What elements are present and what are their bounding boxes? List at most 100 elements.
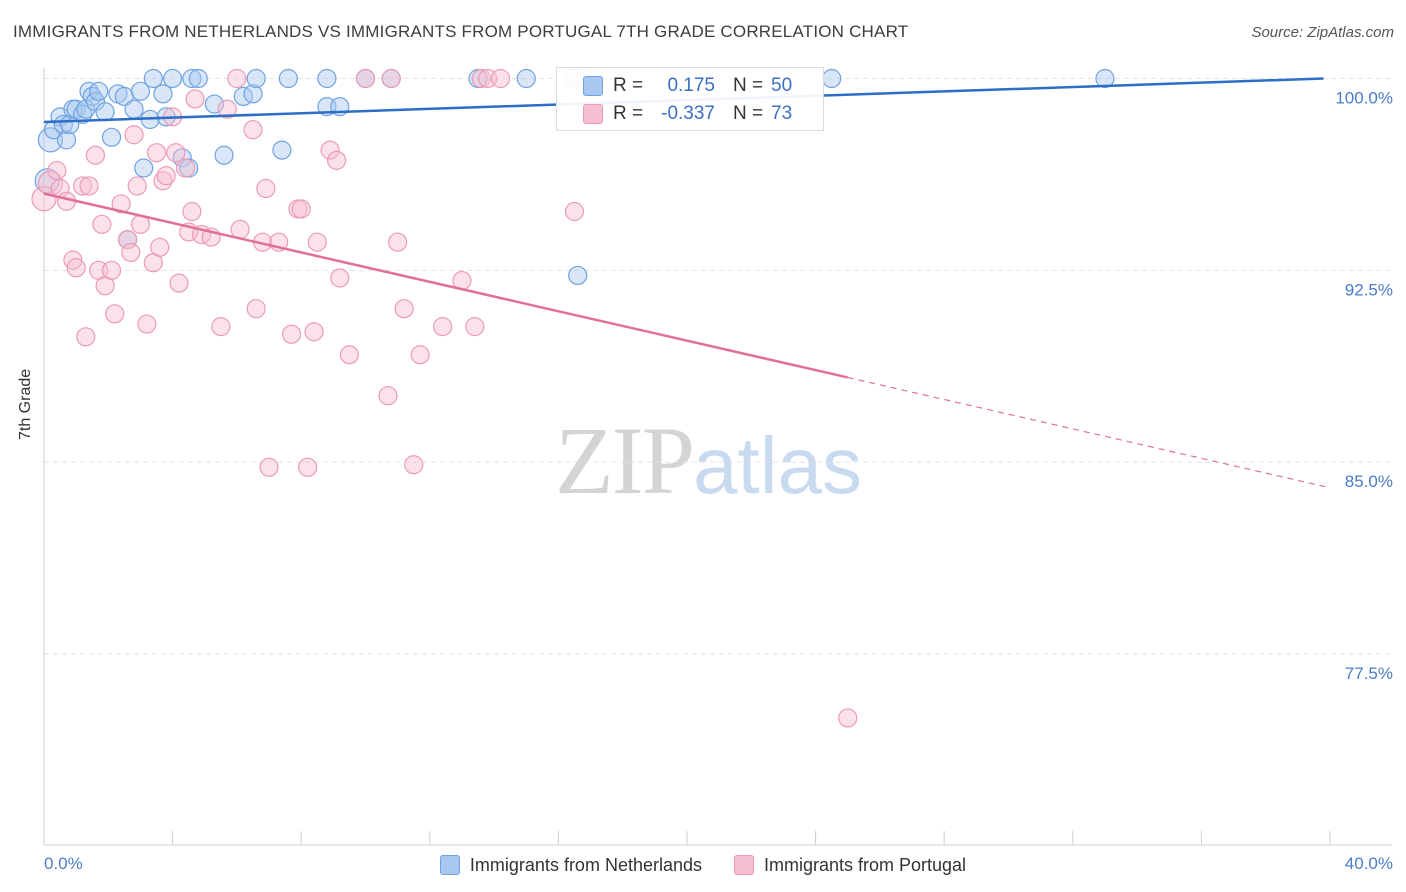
portugal-point xyxy=(838,708,858,728)
portugal-point xyxy=(291,199,311,219)
portugal-point xyxy=(182,201,202,222)
portugal-point xyxy=(31,186,57,212)
netherlands-point xyxy=(89,81,109,101)
netherlands-point xyxy=(516,68,536,89)
portugal-point xyxy=(246,299,266,319)
netherlands-point xyxy=(95,102,115,122)
portugal-trend-line-extension xyxy=(847,376,1331,489)
tick-labels: 77.5% 85.0% 92.5% 100.0% 0.0% 40.0% xyxy=(44,89,1393,874)
netherlands-point xyxy=(101,127,122,147)
legend-item-netherlands[interactable]: Immigrants from Netherlands xyxy=(439,854,702,876)
netherlands-point xyxy=(66,99,86,119)
netherlands-point xyxy=(82,86,102,107)
portugal-point xyxy=(326,150,347,170)
netherlands-point xyxy=(130,81,151,101)
portugal-point xyxy=(150,237,170,257)
portugal-point xyxy=(433,317,453,337)
data-points xyxy=(31,68,1115,728)
portugal-point xyxy=(243,120,263,140)
portugal-trend-line xyxy=(43,192,849,379)
n-label: N = xyxy=(733,103,764,124)
netherlands-point xyxy=(568,265,588,286)
portugal-point xyxy=(339,345,360,365)
netherlands-point xyxy=(85,91,106,112)
portugal-point xyxy=(76,327,96,347)
stats-swatch-portugal xyxy=(583,104,603,124)
legend-label-portugal: Immigrants from Portugal xyxy=(764,854,967,875)
netherlands-point xyxy=(243,84,263,104)
source-label: Source: ZipAtlas.com xyxy=(1251,24,1394,41)
watermark-zip: ZIP xyxy=(555,407,695,514)
r-value: -0.337 xyxy=(661,103,715,124)
chart-title: IMMIGRANTS FROM NETHERLANDS VS IMMIGRANT… xyxy=(13,22,909,41)
n-value: 73 xyxy=(771,103,793,124)
portugal-point xyxy=(101,260,122,280)
netherlands-point xyxy=(1095,68,1115,89)
portugal-point xyxy=(66,258,86,278)
y-axis-title: 7th Grade xyxy=(17,368,34,440)
portugal-point xyxy=(175,158,196,178)
portugal-point xyxy=(185,89,205,109)
portugal-point xyxy=(146,143,167,163)
portugal-point xyxy=(156,166,176,186)
legend-label-netherlands: Immigrants from Netherlands xyxy=(469,854,702,875)
x-tick-label: 0.0% xyxy=(44,854,83,873)
portugal-point xyxy=(166,143,186,163)
portugal-point xyxy=(388,232,408,252)
portugal-point xyxy=(117,230,138,250)
watermark: ZIPatlas xyxy=(555,405,862,516)
netherlands-point xyxy=(72,104,93,124)
netherlands-point xyxy=(163,68,183,89)
netherlands-point xyxy=(172,148,192,168)
legend-item-portugal[interactable]: Immigrants from Portugal xyxy=(734,855,966,876)
axes xyxy=(43,68,1392,846)
portugal-point xyxy=(127,176,147,196)
portugal-point xyxy=(381,68,401,89)
netherlands-point xyxy=(134,158,154,178)
netherlands-point xyxy=(272,140,292,160)
portugal-point xyxy=(256,178,276,199)
trend-lines xyxy=(43,77,1331,489)
netherlands-point xyxy=(317,68,337,89)
portugal-point xyxy=(378,386,398,406)
r-label: R = xyxy=(613,103,644,124)
portugal-point xyxy=(281,324,302,344)
portugal-point xyxy=(404,455,424,475)
netherlands-point xyxy=(246,68,266,89)
y-tick-label: 92.5% xyxy=(1345,280,1393,299)
portugal-point xyxy=(471,68,491,89)
y-tick-label: 100.0% xyxy=(1335,89,1393,108)
r-value: 0.175 xyxy=(667,75,715,96)
y-tick-label: 85.0% xyxy=(1345,472,1393,491)
portugal-point xyxy=(259,457,279,477)
portugal-point xyxy=(137,314,157,334)
portugal-point xyxy=(79,176,99,196)
netherlands-point xyxy=(37,127,64,153)
portugal-point xyxy=(169,273,189,293)
netherlands-point xyxy=(153,84,173,104)
netherlands-point xyxy=(214,145,234,165)
portugal-point xyxy=(63,250,83,270)
x-tick-label: 40.0% xyxy=(1345,854,1393,873)
netherlands-point xyxy=(143,68,163,89)
netherlands-point xyxy=(822,68,842,89)
portugal-point xyxy=(85,145,106,165)
portugal-point xyxy=(92,214,112,234)
portugal-point xyxy=(124,125,144,145)
portugal-point xyxy=(153,171,173,191)
r-label: R = xyxy=(613,75,644,96)
netherlands-point xyxy=(182,68,202,89)
portugal-point xyxy=(330,268,350,288)
portugal-point xyxy=(298,457,318,477)
portugal-point xyxy=(105,304,125,324)
portugal-point xyxy=(47,160,67,181)
portugal-point xyxy=(211,317,231,337)
netherlands-point xyxy=(56,130,77,150)
portugal-point xyxy=(72,176,93,196)
portugal-point xyxy=(490,68,511,89)
legend-swatch-netherlands xyxy=(439,855,460,875)
portugal-point xyxy=(217,99,237,119)
stats-swatch-netherlands xyxy=(583,76,603,96)
legend-swatch-portugal xyxy=(734,855,754,875)
